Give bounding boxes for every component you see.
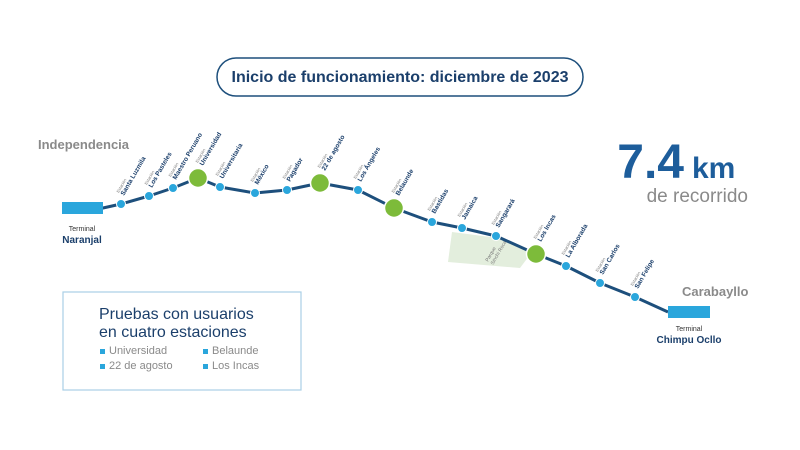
terminal-name: Chimpu Ocllo [657,335,722,346]
park-area [448,232,532,268]
legend-marker [100,349,105,354]
station [630,292,640,302]
station-pilot [187,167,209,189]
station [250,188,260,198]
terminal-name: Naranjal [62,235,102,246]
legend-marker [203,364,208,369]
legend-item: Los Incas [212,360,260,372]
station-pilot [309,172,331,194]
terminal-label: Terminal [69,226,96,233]
station-pilot [383,197,405,219]
station [561,261,571,271]
legend-box [62,291,302,391]
distance-unit: km [692,152,735,185]
distance-number: 7.4 [617,136,684,189]
distance-caption: de recorrido [647,186,748,207]
station [457,223,467,233]
legend-item: Belaunde [212,345,259,357]
legend-marker [203,349,208,354]
station [491,231,501,241]
station-pilot [525,243,547,265]
terminal-label: Terminal [676,326,703,333]
station [353,185,363,195]
legend-items: Universidad Belaunde 22 de agosto Los Incas [100,345,260,372]
station [595,278,605,288]
station [215,182,225,192]
title-box [216,57,584,97]
terminal-block [62,202,103,214]
legend-title: en cuatro estaciones [99,324,247,341]
station [116,199,126,209]
legend-marker [100,364,105,369]
station [144,191,154,201]
station [168,183,178,193]
legend-title: Pruebas con usuarios [99,306,254,323]
legend-item: 22 de agosto [109,360,173,372]
legend-item: Universidad [109,345,167,357]
title: Inicio de funcionamiento: diciembre de 2… [232,69,569,86]
district: Independencia [38,137,130,152]
station [427,217,437,227]
terminal-block [668,306,710,318]
district: Carabayllo [682,284,749,299]
station [282,185,292,195]
